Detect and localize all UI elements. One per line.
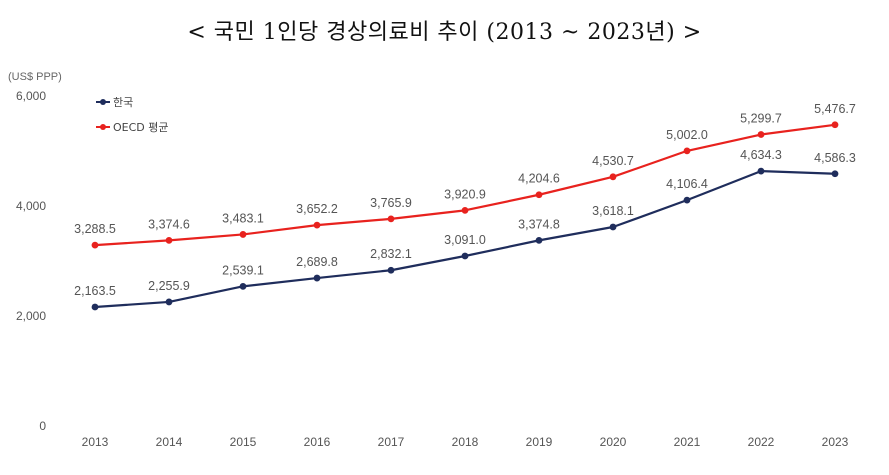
data-point — [313, 274, 321, 282]
data-label: 5,476.7 — [814, 102, 856, 116]
data-point — [461, 206, 469, 214]
legend-label: 한국 — [113, 96, 133, 109]
data-point — [461, 252, 469, 260]
data-point — [831, 121, 839, 129]
data-label: 3,652.2 — [296, 202, 338, 216]
data-label: 5,299.7 — [740, 112, 782, 126]
x-tick-label: 2014 — [156, 435, 183, 449]
data-label: 3,288.5 — [74, 222, 116, 236]
data-point — [91, 303, 99, 311]
data-label: 4,530.7 — [592, 154, 634, 168]
data-point — [609, 223, 617, 231]
data-label: 5,002.0 — [666, 128, 708, 142]
x-tick-label: 2017 — [378, 435, 405, 449]
x-tick-label: 2016 — [304, 435, 331, 449]
data-label: 4,586.3 — [814, 151, 856, 165]
data-point — [165, 298, 173, 306]
data-point — [387, 266, 395, 274]
y-tick-label: 0 — [39, 419, 46, 433]
legend-marker — [100, 99, 106, 105]
legend-marker — [100, 124, 106, 130]
data-point — [609, 173, 617, 181]
data-label: 4,634.3 — [740, 148, 782, 162]
data-label: 3,374.8 — [518, 217, 560, 231]
legend: 한국 OECD 평균 — [96, 96, 169, 134]
y-unit-label: (US$ PPP) — [8, 71, 62, 83]
x-tick-label: 2020 — [600, 435, 627, 449]
data-point — [239, 231, 247, 238]
data-label: 3,091.0 — [444, 233, 486, 247]
data-label: 3,765.9 — [370, 196, 412, 210]
data-point — [683, 147, 691, 155]
x-tick-label: 2022 — [748, 435, 775, 449]
data-label: 2,832.1 — [370, 247, 412, 261]
x-tick-label: 2013 — [82, 435, 109, 449]
data-label: 3,374.6 — [148, 217, 190, 231]
x-tick-label: 2018 — [452, 435, 479, 449]
data-point — [387, 215, 395, 223]
data-label: 2,689.8 — [296, 255, 338, 269]
data-point — [535, 191, 543, 199]
x-axis: 2013 2014 2015 2016 2017 2018 2019 2020 2021 2022… — [82, 435, 849, 449]
data-point — [313, 221, 321, 229]
data-label: 3,920.9 — [444, 187, 486, 201]
data-label: 3,618.1 — [592, 204, 634, 218]
data-point — [757, 131, 765, 138]
legend-label: OECD 평균 — [113, 121, 169, 134]
data-label: 4,204.6 — [518, 172, 560, 186]
data-point — [165, 236, 173, 244]
x-tick-label: 2015 — [230, 435, 257, 449]
page-title: < 국민 1인당 경상의료비 추이 (2013 ~ 2023년) > — [187, 20, 702, 45]
x-tick-label: 2021 — [674, 435, 701, 449]
data-label: 4,106.4 — [666, 177, 708, 191]
data-labels: 2,163.5 2,255.9 2,539.1 2,689.8 2,832.1 3,091… — [74, 102, 856, 298]
data-point — [831, 170, 839, 178]
data-point — [757, 167, 765, 175]
data-label: 3,483.1 — [222, 211, 264, 225]
data-point — [239, 282, 247, 290]
x-tick-label: 2023 — [822, 435, 849, 449]
data-label: 2,539.1 — [222, 263, 264, 277]
y-tick-label: 2,000 — [16, 309, 46, 323]
y-axis: 0 2,000 4,000 6,000 — [16, 89, 46, 433]
y-tick-label: 4,000 — [16, 199, 46, 213]
data-point — [535, 236, 543, 244]
data-label: 2,163.5 — [74, 284, 116, 298]
data-label: 2,255.9 — [148, 279, 190, 293]
data-point — [683, 196, 691, 204]
data-point — [91, 241, 99, 249]
series-lines — [91, 121, 839, 311]
y-tick-label: 6,000 — [16, 89, 46, 103]
x-tick-label: 2019 — [526, 435, 553, 449]
